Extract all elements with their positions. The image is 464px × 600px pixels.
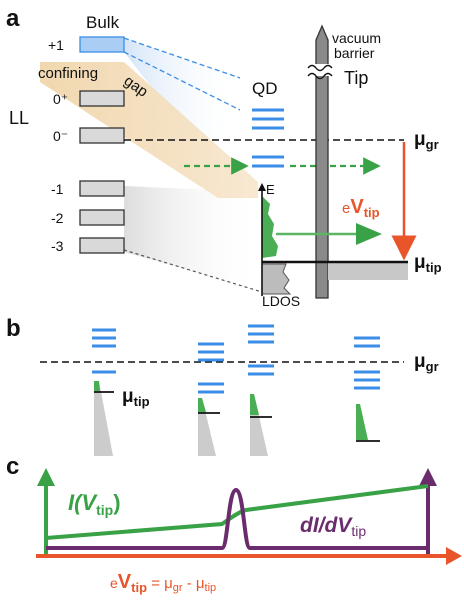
b-ldos-gray-1 — [94, 381, 113, 456]
level-label-0minus: 0⁻ — [53, 128, 68, 144]
c-didv-axis-arrow-icon — [419, 468, 437, 486]
barrier-break-icon — [307, 64, 336, 80]
ldos-gray-fill — [261, 263, 292, 295]
b-mu-gr-label: μgr — [414, 351, 439, 374]
b-ldos-green-4 — [356, 404, 368, 440]
c-didv-label: dI/dVtip — [300, 514, 366, 539]
b-mu-tip-label: μtip — [122, 386, 150, 409]
c-current-curve — [45, 484, 429, 540]
ldos-green-fill — [262, 196, 278, 258]
ll-level-minus3 — [79, 237, 125, 254]
level-label-minus2: -2 — [51, 210, 64, 226]
mu-gr-label: μgr — [414, 129, 439, 152]
qd-levels — [252, 108, 284, 168]
tip-label: Tip — [344, 68, 368, 88]
ll-level-0minus — [79, 127, 125, 144]
b-ldos-green-1 — [94, 381, 100, 391]
c-bias-equation: eVtip = μgr - μtip — [110, 571, 216, 595]
ldos-axis-e-label: E — [266, 182, 275, 197]
ldos-label: LDOS — [262, 293, 300, 309]
qd-label: QD — [252, 79, 278, 98]
lower-dash — [123, 249, 263, 293]
ll-label: LL — [9, 108, 29, 128]
panel-label-a: a — [6, 5, 20, 32]
bias-label: eVtip — [342, 196, 380, 220]
level-label-minus1: -1 — [51, 181, 64, 197]
panel-label-c: c — [6, 453, 19, 480]
lower-fan — [124, 186, 260, 290]
b-qd-levels-2 — [198, 342, 224, 394]
vacuum-label: vacuum — [332, 30, 381, 46]
ldos-axis-arrow-icon — [258, 183, 266, 191]
level-label-0plus: 0⁺ — [53, 91, 68, 107]
b-ldos-green-3 — [250, 394, 259, 415]
c-bias-axis-arrow-icon — [446, 547, 462, 565]
barrier-label: barrier — [334, 45, 375, 61]
ll-level-minus2 — [79, 209, 125, 226]
bulk-dash-top — [123, 37, 241, 79]
bulk-dash-bottom — [123, 51, 241, 111]
c-didv-curve — [46, 487, 428, 550]
level-label-plus1: +1 — [48, 37, 64, 53]
bulk-label: Bulk — [86, 13, 120, 32]
b-qd-levels-4 — [354, 336, 380, 390]
panel-label-b: b — [6, 315, 21, 342]
c-current-axis-arrow-icon — [37, 468, 55, 486]
b-qd-levels-1 — [92, 328, 116, 374]
ll-level-plus1 — [79, 36, 125, 53]
ldos-arrow-head-icon — [356, 223, 382, 245]
b-qd-levels-3 — [248, 324, 274, 376]
c-current-label: I(Vtip) — [68, 490, 121, 518]
tip-occupied-states — [328, 262, 408, 280]
mu-tip-label: μtip — [414, 252, 442, 275]
b-ldos-green-2 — [198, 398, 206, 412]
ll-level-minus1 — [79, 180, 125, 197]
level-label-minus3: -3 — [51, 238, 64, 254]
ll-level-0plus — [79, 90, 125, 107]
vacuum-barrier — [315, 24, 329, 299]
confining-label: confining — [38, 65, 98, 82]
